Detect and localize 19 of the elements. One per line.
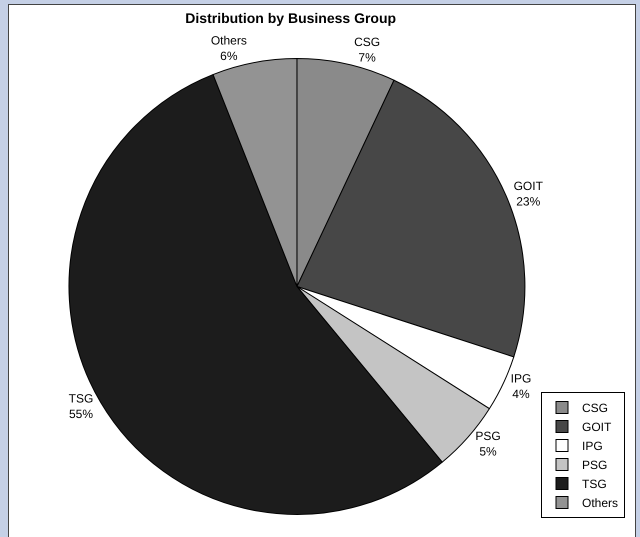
slice-label: IPG [510,371,532,386]
data-label: 7% [358,50,376,65]
legend-label: GOIT [582,420,612,434]
legend-label: TSG [582,477,607,492]
data-label: 4% [512,387,530,402]
legend-label: PSG [582,458,608,472]
slice-label: PSG [475,428,501,443]
data-label: 23% [516,194,541,208]
legend-label: Others [582,496,618,510]
slice-label: TSG [68,392,94,406]
data-label: 6% [220,49,238,64]
slice-label: CSG [354,35,380,50]
slice-label: GOIT [514,178,544,193]
slice-label: Others [210,34,247,48]
data-label: 5% [479,444,498,459]
legend-label: IPG [582,439,603,454]
data-label: 55% [68,407,94,422]
chart-title: Distribution by Business Group [185,10,396,26]
legend-label: CSG [582,401,608,416]
